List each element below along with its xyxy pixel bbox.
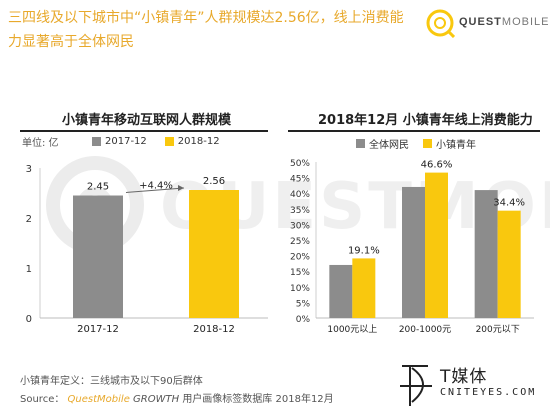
right-chart-bar-all-netizens bbox=[329, 264, 353, 318]
headline: 三四线及以下城市中“小镇青年”人群规模达2.56亿，线上消费能 力显著高于全体网… bbox=[8, 6, 418, 54]
right-chart-legend: 全体网民 小镇青年 bbox=[356, 136, 476, 151]
right-chart-data-label: 34.4% bbox=[493, 198, 525, 209]
left-chart-ytick: 0 bbox=[26, 314, 32, 325]
left-chart-title: 小镇青年移动互联网人群规模 bbox=[62, 113, 232, 128]
right-chart-ytick: 30% bbox=[290, 221, 310, 231]
left-chart-bar-1 bbox=[73, 195, 123, 318]
footer-definition: 小镇青年定义：三线城市及以下90后群体 bbox=[20, 376, 203, 387]
right-chart-xtick: 200-1000元 bbox=[399, 325, 451, 335]
right-chart-title-rule bbox=[288, 130, 540, 132]
left-chart-growth-label: +4.4% bbox=[139, 181, 173, 192]
tmedia-logo: T媒体 CNITEYES.COM bbox=[398, 360, 548, 410]
right-chart-ytick: 35% bbox=[290, 206, 310, 216]
footer-source: Source： QuestMobile GROWTH 用户画像标签数据库 201… bbox=[20, 390, 334, 405]
legend-label-2018: 2018-12 bbox=[177, 136, 220, 147]
right-chart-ytick: 5% bbox=[296, 299, 311, 309]
right-chart-ytick: 15% bbox=[290, 268, 310, 278]
tmedia-domain: CNITEYES.COM bbox=[440, 387, 537, 398]
legend-swatch-small-town-youth bbox=[423, 139, 432, 148]
right-chart-xtick: 200元以下 bbox=[476, 325, 520, 335]
left-chart-growth-arrow bbox=[125, 187, 185, 193]
right-chart-ytick: 50% bbox=[290, 159, 310, 169]
right-chart-title: 2018年12月 小镇青年线上消费能力 bbox=[318, 113, 533, 128]
left-chart-legend: 2017-12 2018-12 bbox=[92, 136, 220, 147]
right-chart: 0% 5% 10% 15% 20% 25% 30% 35% 40% 45% 50% 19.1% 1000… bbox=[290, 159, 534, 335]
left-chart-data-label: 2.56 bbox=[203, 176, 225, 187]
headline-line-1: 三四线及以下城市中“小镇青年”人群规模达2.56亿，线上消费能 bbox=[8, 10, 404, 26]
right-chart-ytick: 45% bbox=[290, 175, 310, 185]
footer-source-label: Source： bbox=[20, 394, 65, 405]
left-chart-ytick: 2 bbox=[26, 214, 32, 225]
left-chart-ytick: 3 bbox=[26, 164, 32, 175]
right-chart-data-label: 46.6% bbox=[421, 160, 453, 171]
tmedia-name: T媒体 bbox=[440, 367, 488, 387]
right-chart-bar-small-town-youth bbox=[497, 210, 521, 318]
left-chart-ytick: 1 bbox=[26, 264, 32, 275]
tmedia-logo-icon bbox=[400, 365, 432, 406]
right-chart-bar-small-town-youth bbox=[425, 172, 448, 318]
right-chart-ytick: 0% bbox=[296, 315, 311, 325]
headline-line-2: 力显著高于全体网民 bbox=[8, 34, 134, 50]
footer-source-rest: 用户画像标签数据库 2018年12月 bbox=[182, 394, 334, 405]
left-chart-unit: 单位: 亿 bbox=[22, 138, 59, 149]
right-chart-bar-small-town-youth bbox=[352, 258, 376, 318]
right-chart-ytick: 25% bbox=[290, 237, 310, 247]
left-chart-xtick: 2018-12 bbox=[193, 324, 235, 335]
left-chart-growth-arrowhead bbox=[178, 185, 184, 191]
footer-source-brand: QuestMobile bbox=[67, 394, 130, 405]
legend-swatch-2017 bbox=[92, 137, 101, 146]
questmobile-logo-text: QUESTMOBILE bbox=[459, 16, 550, 28]
left-chart: 0 1 2 3 2.45 2017-12 2.56 2018-12 +4.4% bbox=[26, 164, 268, 335]
left-chart-title-rule bbox=[20, 130, 268, 132]
right-chart-ytick: 10% bbox=[290, 284, 310, 294]
questmobile-logo-icon bbox=[426, 9, 455, 38]
left-chart-data-label: 2.45 bbox=[87, 182, 109, 193]
questmobile-logo: QUESTMOBILE bbox=[425, 6, 548, 42]
right-chart-ytick: 20% bbox=[290, 253, 310, 263]
right-chart-bar-all-netizens bbox=[402, 186, 425, 318]
footer-source-growth: GROWTH bbox=[133, 394, 180, 405]
legend-swatch-all-netizens bbox=[356, 139, 365, 148]
right-chart-data-label: 19.1% bbox=[348, 245, 380, 256]
left-chart-bar-2 bbox=[189, 190, 239, 318]
legend-label-all-netizens: 全体网民 bbox=[369, 140, 409, 151]
legend-label-small-town-youth: 小镇青年 bbox=[436, 140, 476, 151]
right-chart-ytick: 40% bbox=[290, 190, 310, 200]
right-chart-xtick: 1000元以上 bbox=[327, 324, 377, 335]
legend-label-2017: 2017-12 bbox=[105, 136, 147, 147]
legend-swatch-2018 bbox=[164, 137, 174, 146]
left-chart-xtick: 2017-12 bbox=[77, 324, 119, 335]
right-chart-bar-all-netizens bbox=[474, 190, 498, 318]
